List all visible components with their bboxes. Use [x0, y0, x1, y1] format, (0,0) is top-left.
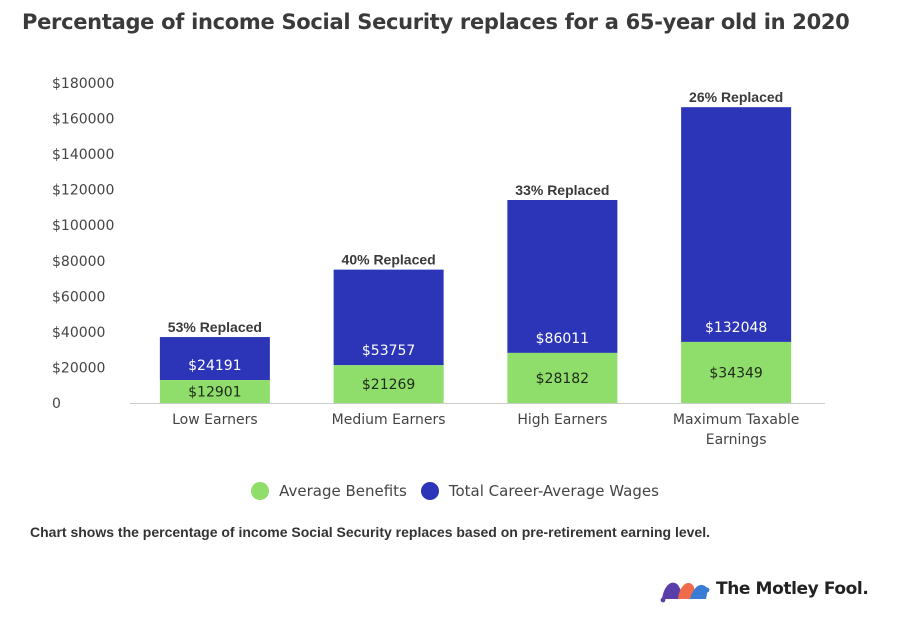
bar-segment-benefits [681, 341, 792, 403]
data-label-wages: $24191 [188, 358, 241, 374]
y-tick-label: $160000 [52, 112, 114, 128]
bar-segment-wages [507, 199, 618, 353]
data-label-benefits: $34349 [709, 365, 762, 381]
data-label-wages: $132048 [705, 320, 767, 336]
y-tick-label: $80000 [52, 254, 105, 270]
annotation-replaced: 40% Replaced [342, 252, 436, 268]
x-tick-label: Earnings [706, 432, 767, 448]
data-label-benefits: $12901 [188, 385, 241, 401]
data-label-benefits: $28182 [536, 371, 589, 387]
brand-name: The Motley Fool. [716, 579, 869, 599]
y-tick-label: $60000 [52, 289, 105, 305]
bar-segment-wages [159, 337, 270, 381]
chart-title: Percentage of income Social Security rep… [22, 10, 850, 34]
bar-segment-wages [333, 269, 444, 366]
brand-logo: The Motley Fool. [660, 575, 869, 603]
legend: Average Benefits Total Career-Average Wa… [0, 482, 910, 500]
data-label-wages: $53757 [362, 343, 415, 359]
x-tick-label: High Earners [517, 412, 607, 428]
legend-swatch-average-benefits [251, 482, 270, 500]
legend-swatch-total-career-average-wages [420, 482, 439, 500]
x-tick-label: Maximum Taxable [673, 412, 800, 428]
chart-caption: Chart shows the percentage of income Soc… [30, 524, 710, 540]
bar-chart: 0 $20000 $40000 $60000 $80000 $100000 $120000 $… [52, 76, 825, 448]
y-tick-label: $20000 [52, 360, 105, 376]
legend-item-average-benefits: Average Benefits [251, 482, 407, 500]
jester-hat-icon [660, 582, 710, 603]
x-tick-label: Medium Earners [332, 412, 446, 428]
data-label-benefits: $21269 [362, 377, 415, 393]
data-label-wages: $86011 [536, 331, 589, 347]
annotation-replaced: 33% Replaced [515, 182, 609, 198]
y-tick-label: $40000 [52, 325, 105, 341]
annotation-replaced: 26% Replaced [689, 89, 783, 105]
y-tick-label: $140000 [52, 147, 114, 163]
y-tick-label: 0 [52, 396, 61, 412]
legend-label-average-benefits: Average Benefits [279, 482, 407, 500]
annotation-replaced: 53% Replaced [168, 319, 262, 335]
bar-segment-benefits [159, 380, 270, 403]
legend-label-total-career-average-wages: Total Career-Average Wages [448, 482, 659, 500]
x-tick-label: Low Earners [172, 412, 258, 428]
y-tick-label: $120000 [52, 183, 114, 199]
bar-segment-benefits [333, 365, 444, 403]
legend-item-total-career-average-wages: Total Career-Average Wages [420, 482, 659, 500]
y-tick-label: $180000 [52, 76, 114, 92]
bar-segment-benefits [507, 352, 618, 403]
y-tick-label: $100000 [52, 218, 114, 234]
bar-segment-wages [681, 107, 792, 342]
